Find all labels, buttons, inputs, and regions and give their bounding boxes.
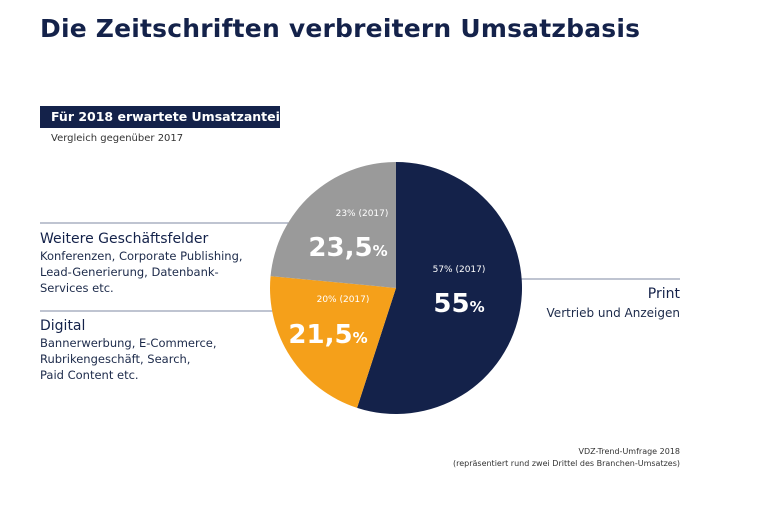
- pie-slice-weitere: [270, 162, 396, 288]
- legend-weitere-desc-line: Services etc.: [40, 281, 114, 295]
- pie-slice-print: [357, 161, 523, 414]
- prev-label-digital: 20% (2017): [317, 295, 370, 305]
- value-label-digital: 21,5%: [288, 320, 367, 350]
- legend-weitere-desc: Konferenzen, Corporate Publishing, Lead-…: [40, 248, 243, 296]
- source-line: VDZ-Trend-Umfrage 2018: [578, 447, 680, 456]
- page-title: Die Zeitschriften verbreitern Umsatzbasi…: [40, 14, 641, 43]
- source-note: (repräsentiert rund zwei Drittel des Bra…: [452, 459, 680, 468]
- prev-label-print: 57% (2017): [433, 265, 486, 275]
- prev-label-weitere: 23% (2017): [336, 209, 389, 219]
- value-label-weitere: 23,5%: [308, 233, 387, 263]
- legend-print-name: Print: [647, 286, 680, 302]
- legend-weitere-name: Weitere Geschäftsfelder: [40, 231, 209, 247]
- chart-subtitle: Vergleich gegenüber 2017: [51, 133, 184, 144]
- legend-digital-desc-line: Bannerwerbung, E-Commerce,: [40, 336, 217, 350]
- legend-weitere-desc-line: Lead-Generierung, Datenbank-: [40, 265, 219, 279]
- legend-weitere-desc-line: Konferenzen, Corporate Publishing,: [40, 249, 243, 263]
- legend-weitere: Weitere Geschäftsfelder Konferenzen, Cor…: [40, 231, 243, 296]
- legend-digital-desc: Bannerwerbung, E-Commerce, Rubrikengesch…: [40, 335, 217, 383]
- legend-digital-name: Digital: [40, 318, 86, 334]
- value-label-print: 55%: [433, 289, 484, 319]
- legend-print-desc: Vertrieb und Anzeigen: [546, 306, 680, 320]
- legend-digital: Digital Bannerwerbung, E-Commerce, Rubri…: [40, 318, 217, 383]
- chart-banner: Für 2018 erwartete Umsatzanteile: [40, 106, 293, 128]
- legend-digital-desc-line: Rubrikengeschäft, Search,: [40, 352, 191, 366]
- pie-slice-digital: [270, 276, 396, 408]
- legend-digital-desc-line: Paid Content etc.: [40, 368, 139, 382]
